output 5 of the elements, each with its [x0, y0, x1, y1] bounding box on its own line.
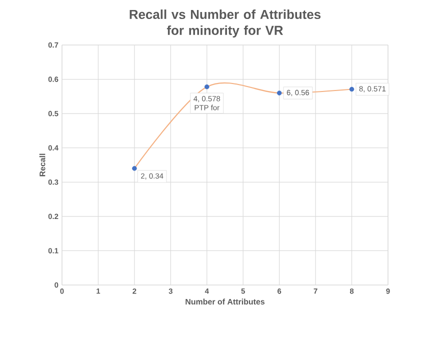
point — [276, 90, 282, 96]
chart-title: Recall vs Number of Attributes for minority for VR — [130, 10, 321, 38]
point — [349, 86, 354, 92]
point — [132, 166, 137, 171]
point — [204, 84, 210, 90]
